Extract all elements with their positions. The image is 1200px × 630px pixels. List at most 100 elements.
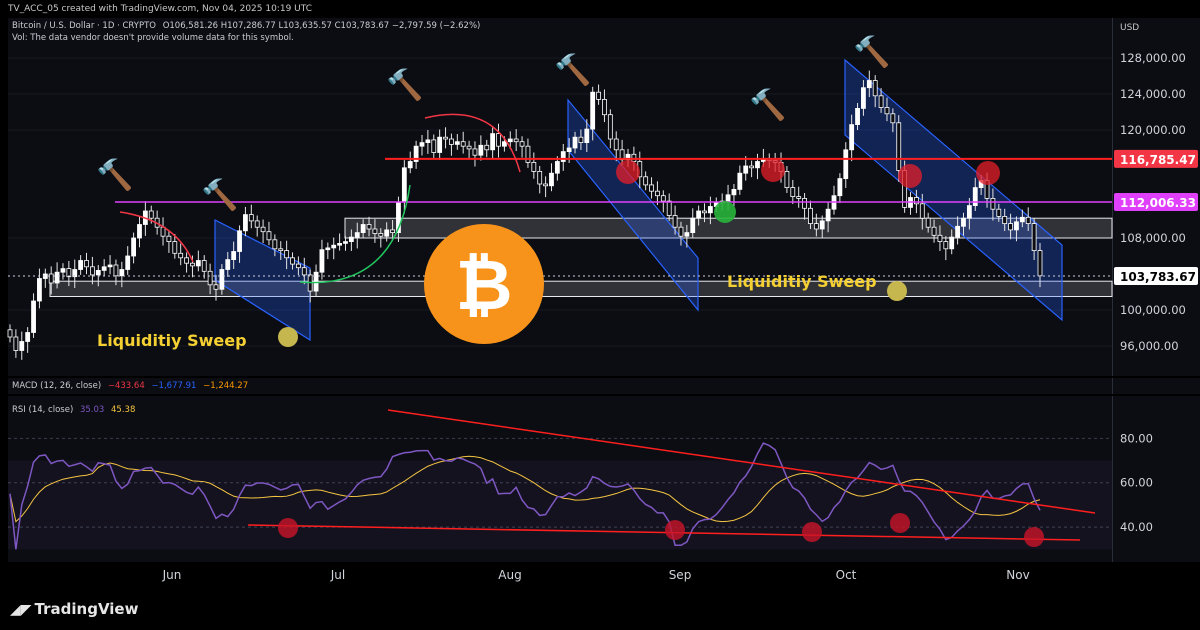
bull-candle [684, 232, 690, 237]
bull-candle [560, 151, 566, 162]
bull-candle [319, 249, 325, 273]
bull-candle [549, 172, 554, 187]
bull-candle [696, 210, 702, 219]
bull-candle [313, 271, 319, 292]
bear-candle [607, 114, 613, 140]
price-pane[interactable] [8, 18, 1112, 376]
bull-candle [195, 260, 201, 267]
bear-candle [943, 241, 949, 250]
bear-candle [890, 113, 896, 124]
bear-candle [290, 257, 295, 265]
rsi-ma-line [9, 455, 1041, 523]
bear-candle [431, 139, 437, 153]
bear-candle [878, 95, 884, 108]
bull-candle [31, 300, 36, 333]
bear-candle [525, 145, 531, 163]
price-tag-label: 103,783.67 [1120, 270, 1196, 284]
rsi-tick-label: 80.00 [1120, 431, 1153, 445]
bear-candle [390, 229, 395, 233]
bull-candle [413, 145, 419, 162]
bull-candle [454, 141, 460, 145]
bull-candle [861, 87, 866, 109]
resistance-touch-marker [898, 164, 922, 188]
time-axis-label: Jun [162, 568, 182, 582]
tradingview-icon: ◢◤ [10, 602, 32, 618]
bear-candle [1031, 223, 1037, 252]
bull-candle [348, 236, 354, 243]
bear-candle [366, 224, 372, 230]
rsi-axis[interactable] [1112, 396, 1200, 562]
bitcoin-logo [424, 224, 544, 344]
bull-candle [131, 237, 137, 257]
bull-candle [107, 264, 113, 268]
bull-candle [501, 141, 507, 147]
sweep-marker [278, 327, 298, 347]
bear-candle [190, 262, 195, 267]
bear-candle [513, 138, 519, 143]
bear-candle [596, 91, 601, 100]
bear-candle [278, 248, 284, 252]
bull-candle [961, 217, 966, 227]
bull-candle [119, 269, 125, 277]
currency-label[interactable]: USD [1120, 23, 1140, 33]
bear-candle [295, 263, 301, 269]
bear-candle [378, 233, 384, 237]
bear-candle [90, 266, 95, 276]
bear-candle [678, 226, 684, 237]
bear-candle [248, 214, 254, 222]
bull-candle [966, 205, 972, 219]
bull-candle [19, 341, 25, 351]
bull-candle [584, 128, 590, 144]
bear-candle [578, 136, 584, 143]
bear-candle [543, 183, 548, 187]
rsi-support-touch [278, 518, 298, 538]
time-axis-label: Sep [669, 568, 692, 582]
bull-candle [225, 259, 231, 270]
bull-candle [849, 124, 855, 151]
price-tick-label: 120,000.00 [1120, 123, 1186, 137]
window-title: TV_ACC_05 created with TradingView.com, … [8, 4, 312, 14]
macd-axis [1112, 378, 1200, 394]
bull-candle [731, 188, 737, 196]
bull-candle [437, 136, 443, 153]
bear-candle [484, 144, 490, 151]
rsi-pane[interactable] [8, 396, 1112, 562]
macd-pane[interactable] [8, 378, 1112, 394]
bull-candle [25, 332, 31, 342]
time-axis[interactable] [8, 562, 1112, 592]
bull-candle [490, 133, 496, 151]
bear-candle [84, 260, 89, 268]
rsi-value: 35.03 [79, 405, 105, 415]
bear-candle [796, 196, 802, 199]
bull-candle [354, 232, 360, 238]
bull-candle [337, 242, 343, 246]
bull-candle [78, 260, 84, 270]
price-tag [1114, 266, 1198, 285]
macd-value-3: −1,244.27 [203, 381, 249, 391]
bear-candle [996, 208, 1002, 217]
ohlc-readout: O106,581.26 H107,286.77 L103,635.57 C103… [162, 21, 481, 31]
bear-candle [872, 80, 878, 97]
bull-candle [737, 172, 743, 190]
price-tick-label: 108,000.00 [1120, 231, 1186, 245]
bull-candle [54, 271, 60, 284]
red-arrow [424, 113, 521, 173]
rsi-tick-label: 60.00 [1120, 476, 1153, 490]
resistance-touch-marker [976, 161, 1000, 185]
time-axis-label: Nov [1006, 568, 1029, 582]
price-tick-label: 96,000.00 [1120, 339, 1179, 353]
price-tag-label: 112,006.33 [1120, 196, 1196, 210]
bear-candle [931, 226, 937, 236]
bull-candle [325, 247, 331, 251]
bull-candle [331, 244, 337, 249]
bear-candle [602, 99, 607, 116]
rsi-resistance-trendline [387, 409, 1096, 514]
bull-candle [866, 80, 872, 89]
bear-candle [672, 215, 678, 228]
bull-candle [690, 217, 696, 233]
hammer-icon: 🔨 [554, 52, 591, 88]
macd-legend[interactable]: MACD (12, 26, close) −433.64 −1,677.91 −… [12, 381, 249, 391]
rsi-legend[interactable]: RSI (14, close) 35.03 45.38 [12, 405, 136, 415]
tradingview-logo: ◢◤ TradingView [10, 600, 139, 618]
